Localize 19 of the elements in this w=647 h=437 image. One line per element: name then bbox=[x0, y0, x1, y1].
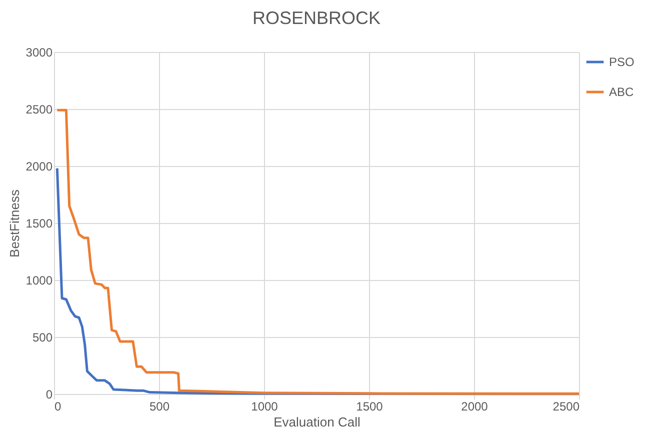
x-tick-label: 1000 bbox=[251, 400, 278, 414]
legend-label: PSO bbox=[609, 55, 634, 69]
y-tick-label: 0 bbox=[46, 388, 53, 402]
x-tick-label: 1500 bbox=[356, 400, 384, 414]
y-tick-label: 1500 bbox=[26, 216, 53, 230]
x-tick-label: 2500 bbox=[552, 400, 580, 414]
legend-label: ABC bbox=[609, 85, 634, 99]
y-tick-label: 1000 bbox=[26, 274, 53, 288]
y-tick-label: 500 bbox=[32, 330, 53, 344]
chart-title: ROSENBROCK bbox=[252, 8, 381, 28]
y-tick-label: 2000 bbox=[26, 160, 53, 174]
y-tick-label: 3000 bbox=[26, 46, 53, 60]
x-tick-label: 500 bbox=[149, 400, 170, 414]
x-tick-label: 2000 bbox=[461, 400, 488, 414]
x-axis-title: Evaluation Call bbox=[274, 414, 360, 430]
x-tick-label: 0 bbox=[54, 400, 62, 414]
line-series bbox=[56, 108, 580, 395]
y-tick-label: 2500 bbox=[26, 102, 53, 116]
y-axis-title: BestFitness bbox=[6, 189, 22, 258]
